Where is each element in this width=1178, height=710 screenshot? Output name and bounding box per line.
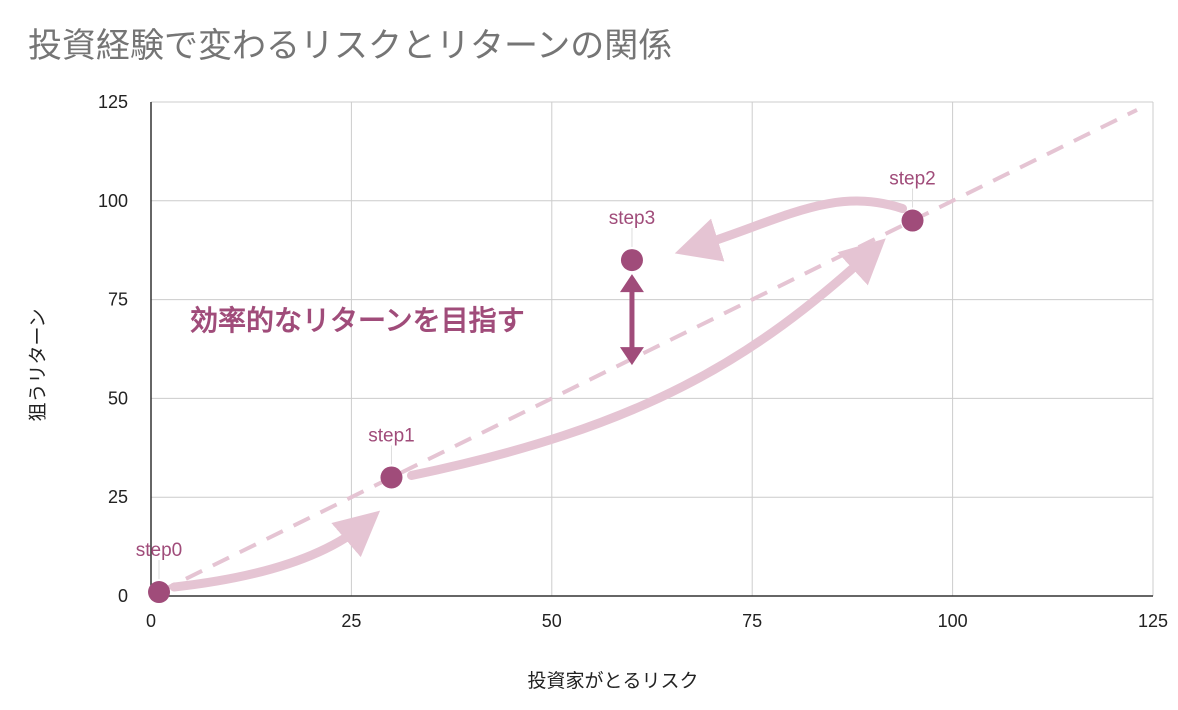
point-label-step3: step3	[609, 208, 655, 229]
x-tick-label: 50	[542, 611, 562, 631]
y-tick-label: 125	[98, 92, 128, 112]
x-tick-label: 0	[146, 611, 156, 631]
tick-labels: 0 25 50 75 100 125 0 25 50 75 100 125	[98, 92, 1168, 631]
y-tick-label: 100	[98, 191, 128, 211]
annotation-arrow-head-down	[619, 347, 644, 366]
flow-arrow-step0-step1	[169, 510, 381, 592]
point-label-step0: step0	[136, 540, 182, 561]
x-tick-label: 75	[742, 611, 762, 631]
y-tick-label: 75	[108, 290, 128, 310]
data-points	[148, 209, 924, 604]
x-tick-label: 25	[341, 611, 361, 631]
y-axis-title: 狙うリターン	[27, 308, 49, 421]
data-point-step3	[620, 249, 643, 272]
x-tick-label: 100	[938, 611, 968, 631]
chart-title: 投資経験で変わるリスクとリターンの関係	[28, 26, 673, 66]
flow-arrows	[169, 196, 908, 592]
axes	[150, 102, 1153, 597]
x-axis-title: 投資家がとるリスク	[527, 670, 698, 692]
point-labels: step0 step1 step2 step3	[136, 169, 936, 580]
data-point-step2	[901, 209, 924, 232]
flow-arrow-step2-step3	[674, 196, 908, 262]
annotation-double-arrow	[619, 274, 644, 366]
data-point-step1	[380, 466, 403, 489]
x-tick-label: 125	[1138, 611, 1168, 631]
data-point-step0	[148, 581, 171, 604]
trend-line-group	[158, 108, 1138, 594]
y-tick-label: 50	[108, 388, 128, 408]
point-label-step2: step2	[889, 169, 935, 190]
trend-line	[158, 108, 1138, 594]
point-label-step1: step1	[368, 425, 414, 446]
y-tick-label: 25	[108, 487, 128, 507]
y-tick-label: 0	[118, 586, 128, 606]
annotation-arrow-head-up	[619, 274, 644, 293]
flow-arrow-step1-step2	[406, 238, 886, 480]
annotation-text: 効率的なリターンを目指す	[190, 304, 525, 337]
